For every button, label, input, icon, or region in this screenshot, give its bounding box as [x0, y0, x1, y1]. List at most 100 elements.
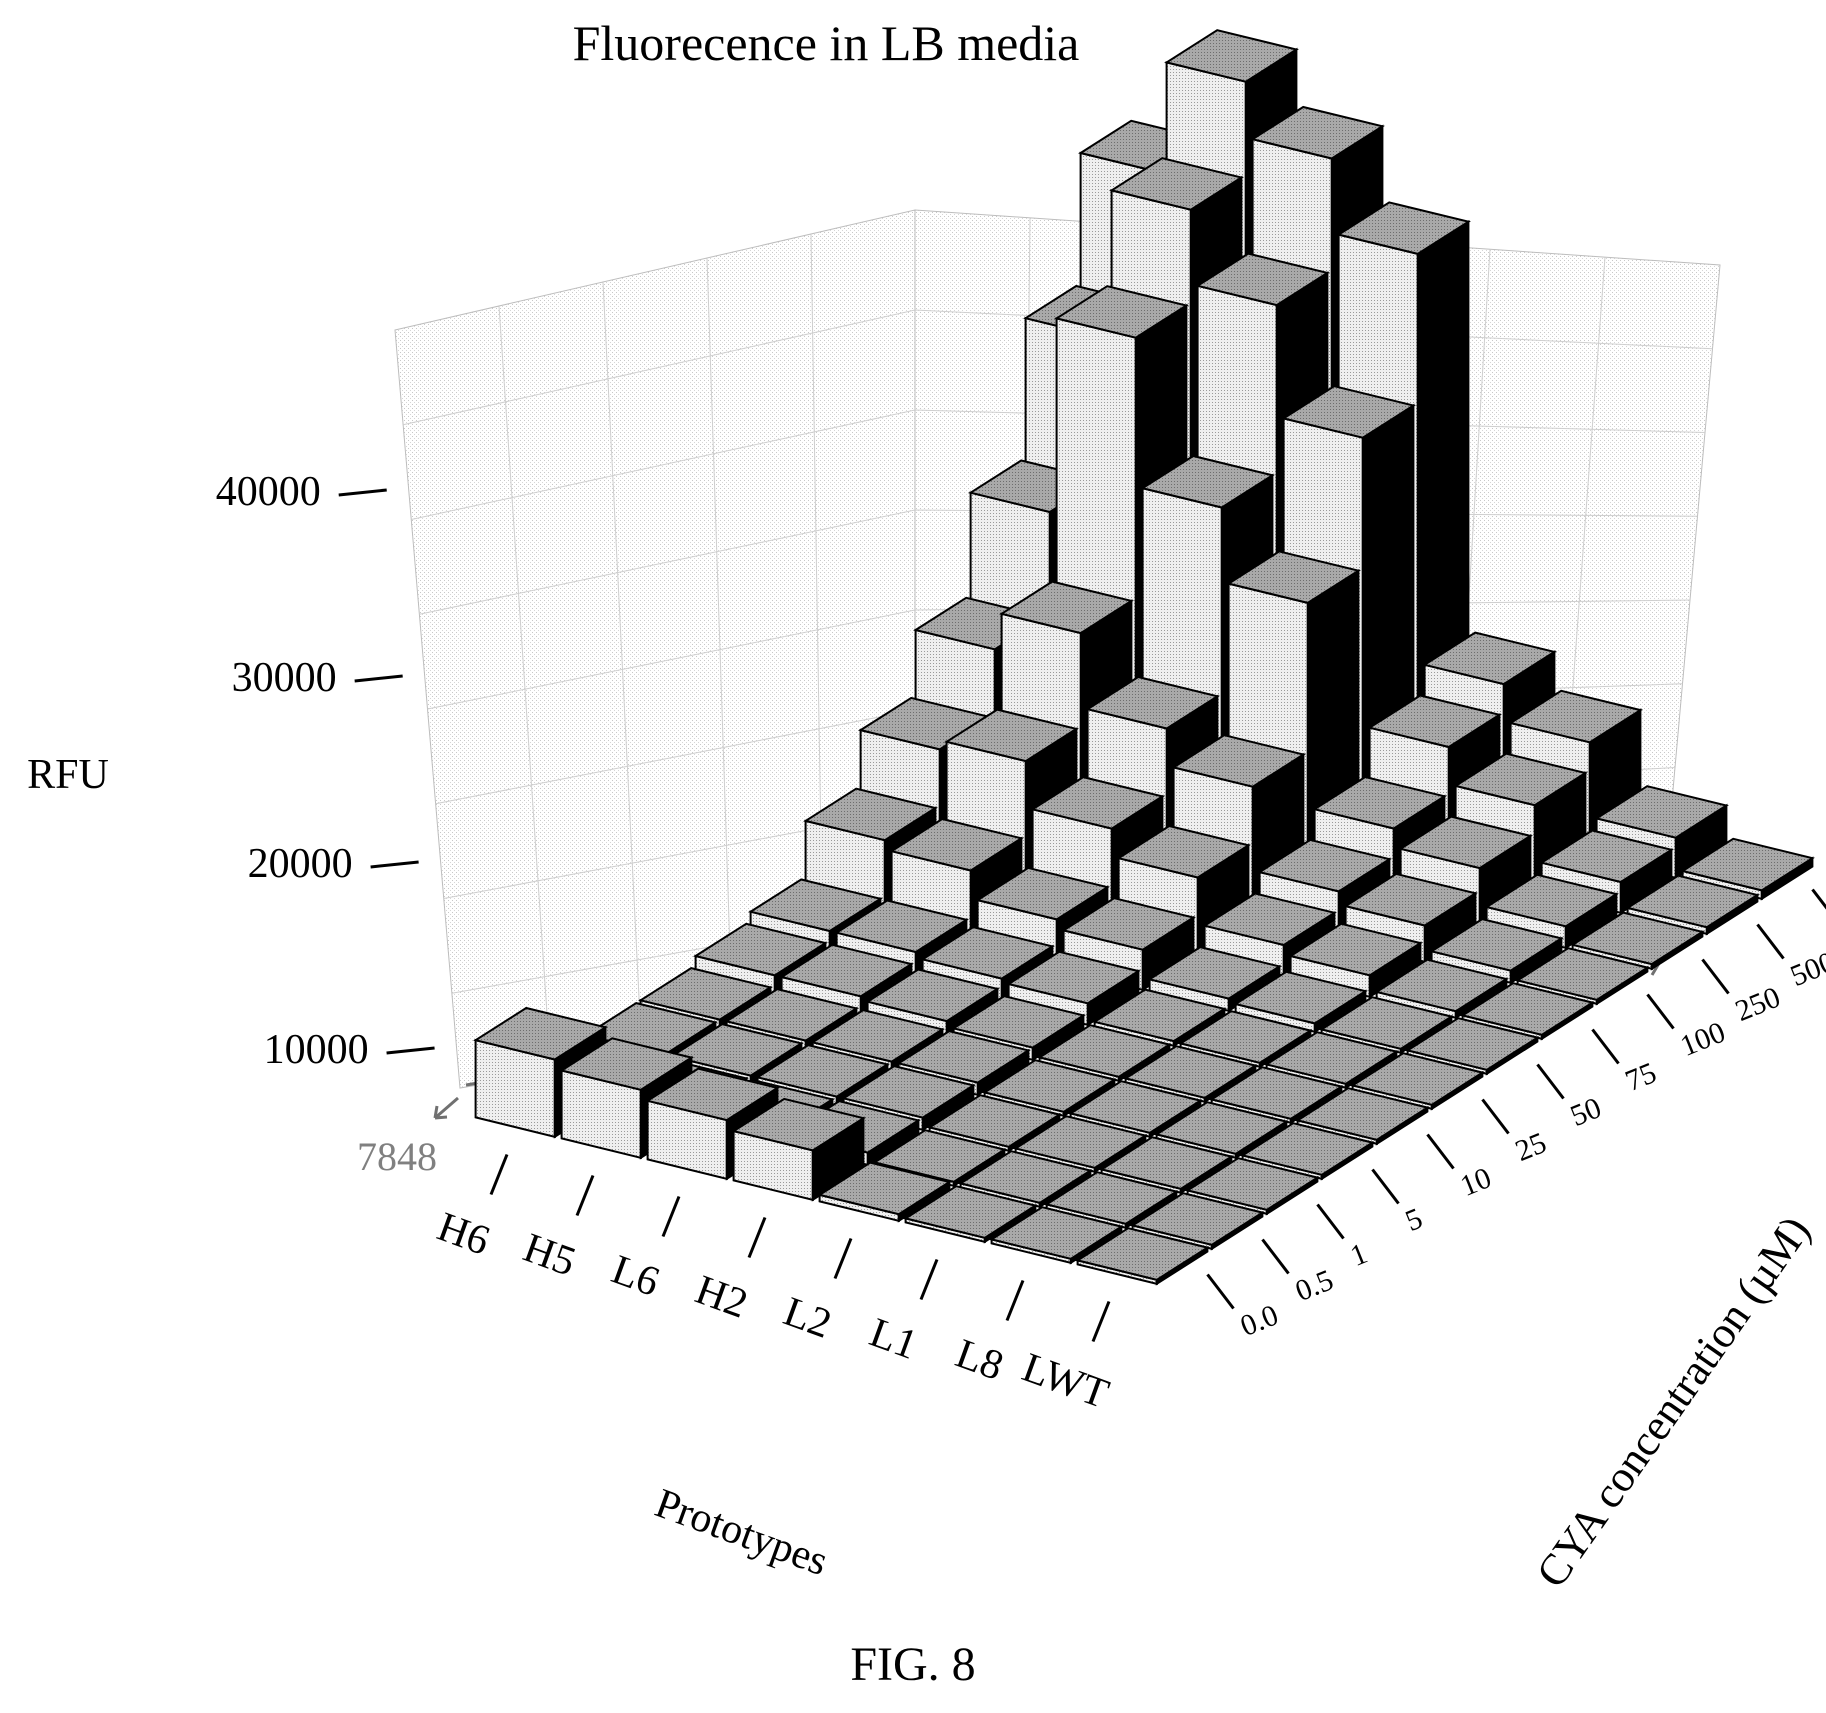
- bar: [1130, 1192, 1265, 1251]
- bar-top-face: [755, 1044, 890, 1098]
- y-tick: [1426, 1133, 1455, 1170]
- bar: [1123, 1045, 1258, 1104]
- bar-top-face: [1398, 815, 1533, 870]
- bar-top-face: [1202, 892, 1337, 947]
- bar-top-face: [810, 1009, 945, 1063]
- z-tick-label: 20000: [248, 841, 353, 887]
- bar: [1068, 1080, 1203, 1139]
- bar: [1092, 988, 1227, 1048]
- bar-top-face: [1570, 911, 1705, 966]
- bar-top-face: [645, 1067, 780, 1122]
- bar: [1037, 1024, 1172, 1083]
- bar: [1233, 970, 1368, 1034]
- bar-top-face: [1092, 988, 1227, 1043]
- y-tick: [1536, 1063, 1565, 1100]
- x-tick: [919, 1258, 939, 1301]
- y-tick-label: 0.5: [1291, 1263, 1338, 1308]
- bar-top-face: [1068, 1080, 1203, 1134]
- z-axis: 10000 20000 30000 40000: [216, 469, 435, 1073]
- bar-top-face: [896, 1030, 1031, 1084]
- figure-label: FIG. 8: [850, 1638, 975, 1691]
- y-tick-label: 5: [1401, 1202, 1427, 1238]
- bar-top-face: [872, 1129, 1007, 1183]
- y-tick-label: 75: [1621, 1056, 1661, 1098]
- bar-top-face: [1625, 874, 1760, 929]
- bar-top-face: [1460, 982, 1595, 1036]
- bar-top-face: [1233, 970, 1368, 1025]
- bar-top-face: [958, 1150, 1093, 1204]
- bar-top-face: [1422, 631, 1557, 686]
- bar: [958, 1150, 1093, 1209]
- bar-top-face: [1343, 872, 1478, 927]
- bar-top-face: [1295, 1087, 1430, 1141]
- y-tick-label: 250: [1731, 981, 1785, 1028]
- bar-top-face: [1539, 829, 1674, 884]
- y-tick: [1756, 923, 1785, 960]
- y-tick-label: 25: [1511, 1126, 1551, 1168]
- bar-top-face: [559, 1037, 694, 1091]
- bar-top-face: [1195, 252, 1330, 307]
- x-axis-label: Prototypes: [649, 1480, 834, 1585]
- z-axis-label: RFU: [27, 752, 109, 798]
- x-tick: [1005, 1279, 1025, 1322]
- bar-top-face: [473, 1006, 608, 1061]
- bar-top-face: [724, 988, 859, 1042]
- bar-top-face: [1085, 675, 1220, 730]
- bar: [731, 1097, 866, 1202]
- x-tick-label: L8: [950, 1331, 1010, 1390]
- bar-top-face: [1281, 385, 1416, 439]
- bar-top-face: [982, 1059, 1117, 1113]
- bar-top-face: [865, 968, 1000, 1023]
- y-tick: [1701, 958, 1730, 995]
- chart-title: Fluorecence in LB media: [573, 15, 1080, 71]
- bar-top-face: [1240, 1122, 1375, 1176]
- bar-top-face: [951, 995, 1086, 1049]
- bar-top-face: [803, 787, 938, 842]
- bar: [1075, 1227, 1210, 1286]
- bar: [1374, 958, 1509, 1020]
- bar-top-face: [1336, 201, 1471, 255]
- bar-top-face: [817, 1161, 952, 1216]
- bar-top-face: [1116, 824, 1251, 879]
- y-tick: [1316, 1203, 1345, 1240]
- bar-top-face: [731, 1097, 866, 1152]
- z-tick: [370, 860, 419, 869]
- z-tick: [338, 488, 387, 497]
- y-tick: [1811, 888, 1826, 910]
- bar-top-face: [1054, 285, 1189, 339]
- bar: [872, 1129, 1007, 1188]
- bar-top-face: [779, 943, 914, 998]
- y-axis-label: CYA concentration (µM): [1527, 1207, 1820, 1596]
- bar-top-face: [1367, 694, 1502, 749]
- bar: [1209, 1066, 1344, 1125]
- bar-top-face: [1030, 776, 1165, 830]
- baseline-value-label: 7848: [357, 1134, 437, 1179]
- y-tick: [1371, 1168, 1400, 1205]
- bar-top-face: [1185, 1157, 1320, 1211]
- bar-top-face: [1044, 1171, 1179, 1225]
- x-axis: H6 H5 L6 H2 L2 L1 L8 LWT: [431, 1153, 1115, 1418]
- bar: [1240, 1122, 1375, 1181]
- bar-top-face: [841, 1065, 976, 1119]
- bar: [989, 1206, 1124, 1265]
- bar-top-face: [1109, 157, 1244, 211]
- bar-top-face: [1171, 734, 1306, 788]
- x-tick-label: L1: [864, 1310, 924, 1369]
- bar-top-face: [1147, 946, 1282, 1000]
- bar: [903, 1185, 1038, 1244]
- baseline-arrow-left: [433, 1096, 459, 1120]
- bar-top-face: [903, 1185, 1038, 1239]
- bar-top-face: [1209, 1066, 1344, 1120]
- bar-top-face: [1350, 1052, 1485, 1106]
- bar-top-face: [1123, 1045, 1258, 1099]
- bar: [1405, 1017, 1540, 1076]
- bar-top-face: [920, 926, 1055, 980]
- bar-top-face: [669, 1023, 804, 1077]
- bar: [1295, 1087, 1430, 1146]
- y-tick: [1591, 1028, 1620, 1065]
- bar-top-face: [1178, 1010, 1313, 1064]
- bar-top-face: [889, 817, 1024, 872]
- bar-top-face: [1154, 1101, 1289, 1155]
- x-tick: [833, 1237, 853, 1280]
